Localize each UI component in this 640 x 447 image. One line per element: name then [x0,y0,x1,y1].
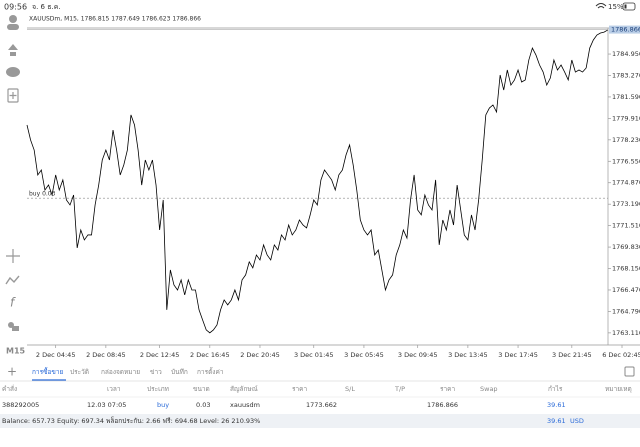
y-tick-label: 1774.870 [612,179,640,187]
column-header: เวลา [107,385,121,393]
add-button[interactable]: + [7,365,17,379]
x-tick-label: 3 Dec 13:45 [448,351,488,359]
column-header: ขนาด [193,385,210,393]
footer-summary: Balance: 657.73 Equity: 697.34 พล็อกประก… [2,416,260,425]
tab[interactable]: บันทึก [171,368,188,376]
column-header: Swap [480,385,498,393]
table-cell: 1786.866 [427,401,458,409]
x-tick-label: 2 Dec 04:45 [36,351,76,359]
toolbar: f [5,15,20,331]
battery-icon [622,2,636,11]
account-icon-body[interactable] [7,24,19,30]
x-tick-label: 3 Dec 21:45 [552,351,592,359]
y-tick-label: 1768.150 [612,265,640,273]
footer-bg [0,414,640,428]
order-label: buy 0.03 [29,191,56,198]
column-header: กำไร [548,385,563,393]
x-tick-label: 6 Dec 02:45 [602,351,640,359]
column-header: คำสั่ง [2,384,17,393]
chat-icon[interactable] [6,67,20,77]
account-icon[interactable] [9,15,17,23]
panel-menu-icon[interactable] [624,366,635,377]
crosshair-icon[interactable] [6,249,20,263]
column-header: T/P [394,385,405,393]
column-header: สัญลักษณ์ [230,385,258,393]
tab[interactable]: กล่องจดหมาย [101,368,140,376]
wifi-icon [595,3,607,9]
new-order-icon[interactable] [7,88,19,103]
table-cell: 388292005 [2,401,39,409]
table-cell: 1773.662 [306,401,337,409]
battery-level [624,4,627,9]
price-line [26,29,608,334]
tab[interactable]: การซื้อขาย [32,367,63,376]
tab[interactable]: ประวัติ [70,368,89,376]
x-tick-label: 2 Dec 16:45 [190,351,230,359]
footer-profit: 39.61 [547,417,566,425]
trade-icon[interactable] [8,44,18,56]
status-date: จ. 6 ธ.ค. [32,3,61,11]
table-cell: 0.03 [196,401,210,409]
status-battery: 15% [608,3,624,11]
table-cell: 39.61 [547,401,566,409]
y-tick-label: 1766.470 [612,286,640,294]
current-price-tag [609,25,640,34]
column-header: S/L [345,385,355,393]
column-header: ราคา [292,385,307,393]
y-tick-label: 1769.830 [612,243,640,251]
x-tick-label: 3 Dec 09:45 [398,351,438,359]
x-tick-label: 2 Dec 20:45 [240,351,280,359]
new-order-plus[interactable] [9,92,17,99]
table-cell: 12.03 07:05 [87,401,126,409]
y-tick-label: 1778.230 [612,136,640,144]
y-tick-label: 1781.590 [612,93,640,101]
column-header: หมายเหตุ [605,385,632,393]
y-tick-label: 1763.110 [612,329,640,337]
panel-bg [0,362,640,447]
column-header: ราคา [440,385,455,393]
tab[interactable]: การตั้งค่า [197,367,224,376]
table-cell: buy [157,401,169,409]
table-cell: xauusdm [230,401,260,409]
y-tick-label: 1779.910 [612,114,640,122]
tab[interactable]: ข่าว [150,368,162,376]
objects-icon[interactable] [5,275,20,285]
footer-currency: USD [570,417,584,425]
x-tick-label: 3 Dec 01:45 [294,351,334,359]
y-tick-label: 1784.950 [612,50,640,58]
column-header: ประเภท [147,385,169,393]
timeframe-button[interactable]: M15 [6,347,26,356]
x-tick-label: 2 Dec 08:45 [86,351,126,359]
shapes-icon-rect[interactable] [12,326,19,331]
y-tick-label: 1764.790 [612,307,640,315]
status-time: 09:56 [4,3,27,12]
y-tick-label: 1783.270 [612,71,640,79]
y-tick-label: 1773.190 [612,200,640,208]
y-tick-label: 1771.510 [612,222,640,230]
x-tick-label: 3 Dec 17:45 [498,351,538,359]
y-tick-label: 1776.550 [612,157,640,165]
x-tick-label: 2 Dec 12:45 [140,351,180,359]
chart-title: XAUUSDm, M15, 1786.815 1787.649 1786.623… [29,16,201,23]
indicator-icon[interactable]: f [10,296,16,310]
current-price-label: 1786.866 [611,26,640,34]
x-tick-label: 3 Dec 05:45 [344,351,384,359]
